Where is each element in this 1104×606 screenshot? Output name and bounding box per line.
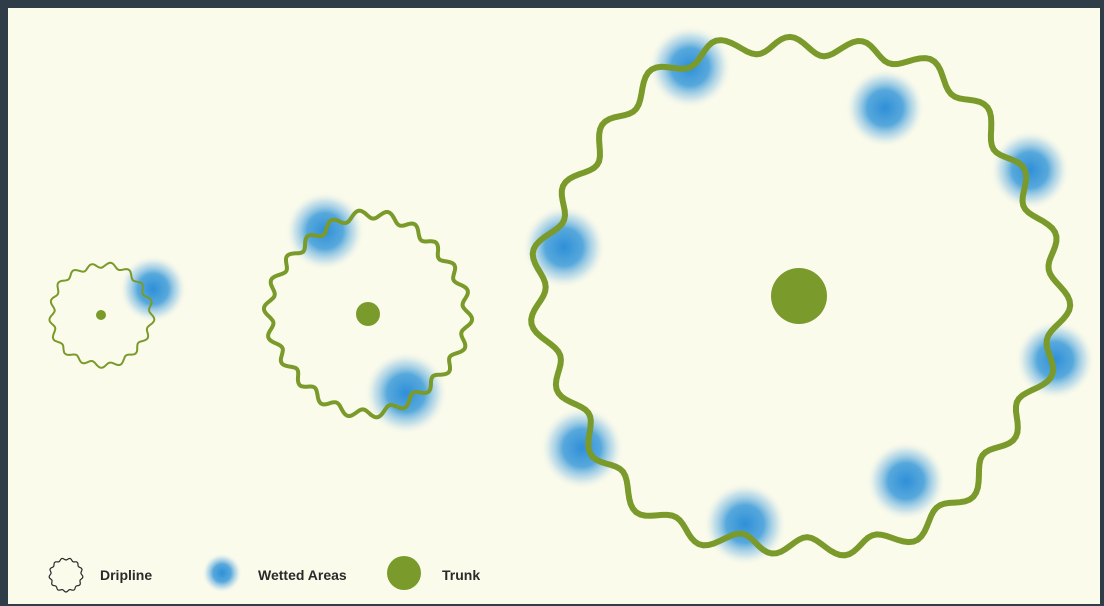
small-tree-dripline	[48, 261, 156, 369]
wetted-areas-layer	[119, 25, 1095, 566]
large-tree-wetted-area-6	[540, 406, 624, 490]
legend: Dripline Wetted Areas Trunk	[48, 553, 480, 593]
medium-tree-wetted-area-2	[364, 351, 448, 435]
legend-trunk-icon	[387, 556, 421, 590]
small-tree-trunk	[96, 310, 106, 320]
large-tree-wetted-area-2	[845, 68, 925, 148]
large-tree-trunk	[771, 268, 827, 324]
large-tree-wetted-area-5	[1015, 320, 1095, 400]
large-tree-dripline	[528, 33, 1074, 559]
diagram-canvas: Dripline Wetted Areas Trunk	[8, 8, 1100, 604]
large-tree-wetted-area-3	[990, 130, 1070, 210]
small-tree-wetted-area-1	[119, 255, 187, 323]
legend-trunk-label: Trunk	[442, 567, 480, 583]
medium-tree-trunk	[356, 302, 380, 326]
irrigation-diagram: Dripline Wetted Areas Trunk	[48, 25, 1095, 593]
large-tree-wetted-area-7	[703, 482, 787, 566]
large-tree-wetted-area-4	[522, 205, 606, 289]
legend-wetted-label: Wetted Areas	[258, 567, 347, 583]
medium-tree-dripline	[261, 208, 475, 420]
legend-wetted-icon	[202, 553, 242, 593]
large-tree-wetted-area-8	[866, 441, 946, 521]
legend-dripline-icon	[48, 557, 84, 593]
legend-dripline-label: Dripline	[100, 567, 152, 583]
